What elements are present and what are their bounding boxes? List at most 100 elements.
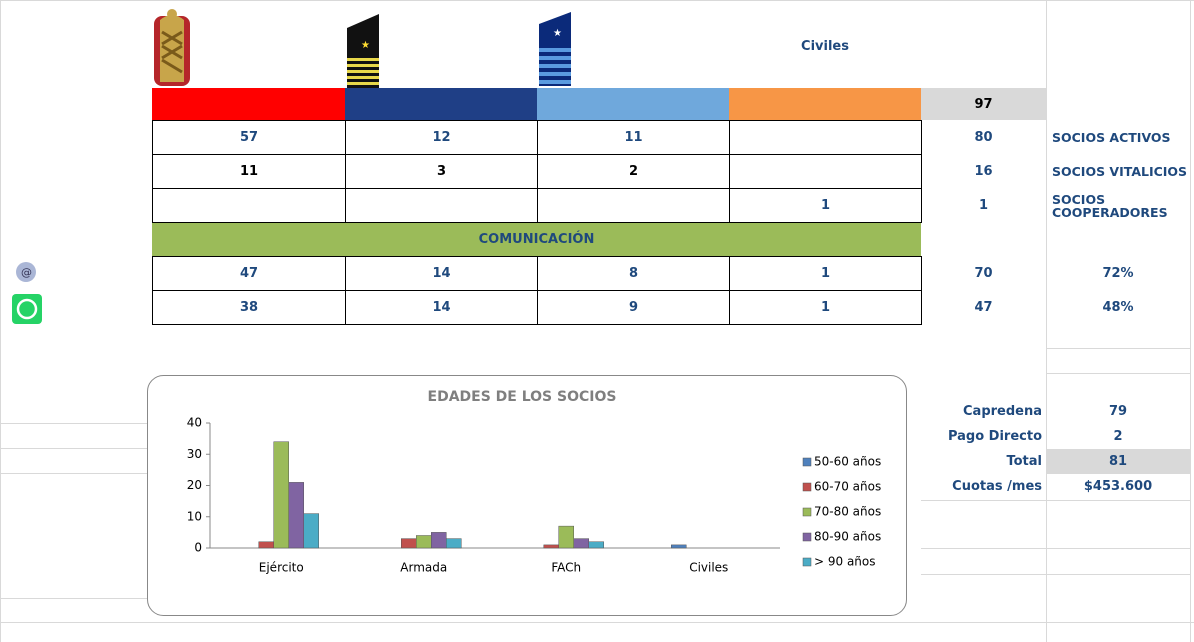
summary-label: Cuotas /mes — [921, 474, 1046, 499]
legend-swatch — [803, 483, 811, 491]
bar — [446, 539, 461, 548]
chart-frame — [148, 376, 907, 616]
insignia-fach: ★ — [537, 10, 575, 86]
table-cell: 38 — [152, 290, 346, 325]
grid-line — [921, 548, 1191, 549]
table-cell: 1 — [729, 290, 922, 325]
svg-text:★: ★ — [553, 28, 562, 39]
x-tick-label: Armada — [400, 561, 447, 575]
table-cell: 14 — [345, 290, 538, 325]
grid-line — [0, 423, 150, 424]
legend-label: 70-80 años — [814, 505, 881, 519]
row-total: 1 — [921, 188, 1046, 223]
bar — [589, 542, 604, 548]
table-cell: 8 — [537, 256, 730, 291]
table-cell: 12 — [345, 120, 538, 155]
summary-label: Total — [921, 449, 1046, 474]
legend-label: 50-60 años — [814, 455, 881, 469]
row-total: 80 — [921, 120, 1046, 155]
grid-line — [0, 448, 150, 449]
row-total: 47 — [921, 290, 1046, 325]
legend-swatch — [803, 558, 811, 566]
table-cell — [729, 154, 922, 189]
table-cell: 1 — [729, 256, 922, 291]
contact-icons: @ — [10, 258, 44, 328]
x-tick-label: FACh — [551, 561, 581, 575]
bar — [671, 545, 686, 548]
bar — [401, 539, 416, 548]
row-label: 72% — [1046, 256, 1190, 291]
chart-title: EDADES DE LOS SOCIOS — [428, 389, 617, 405]
whatsapp-icon[interactable] — [12, 294, 42, 324]
summary-label: Capredena — [921, 399, 1046, 424]
table-cell: 14 — [345, 256, 538, 291]
legend-swatch — [803, 533, 811, 541]
bar — [289, 482, 304, 548]
bar — [544, 545, 559, 548]
y-tick-label: 20 — [187, 478, 202, 492]
grid-line — [921, 500, 1191, 501]
table-cell: 11 — [537, 120, 730, 155]
grid-line — [921, 574, 1191, 575]
grid-line — [1046, 373, 1191, 374]
legend-label: > 90 años — [814, 555, 876, 569]
bar — [274, 442, 289, 548]
bar — [259, 542, 274, 548]
table-cell — [152, 188, 346, 223]
y-tick-label: 10 — [187, 509, 202, 523]
grid-line — [0, 473, 150, 474]
table-cell: 47 — [152, 256, 346, 291]
table-cell — [729, 120, 922, 155]
y-tick-label: 30 — [187, 447, 202, 461]
sheet-border — [0, 0, 1194, 1]
grid-line — [1046, 348, 1191, 349]
sheet-border — [0, 0, 1, 642]
bar — [416, 536, 431, 549]
summary-value: 81 — [1046, 449, 1190, 474]
svg-text:★: ★ — [361, 40, 370, 51]
grid-line — [0, 622, 1194, 623]
y-tick-label: 0 — [194, 541, 202, 555]
row-label: 48% — [1046, 290, 1190, 325]
bar — [559, 526, 574, 548]
table-cell — [345, 188, 538, 223]
band-civiles — [729, 88, 921, 120]
bar — [431, 532, 446, 548]
summary-value: $453.600 — [1046, 474, 1190, 499]
grid-line — [0, 598, 150, 599]
row-label: SOCIOS COOPERADORES — [1046, 188, 1190, 223]
row-total: 16 — [921, 154, 1046, 189]
bar — [304, 514, 319, 548]
row-total: 70 — [921, 256, 1046, 291]
table-cell: 3 — [345, 154, 538, 189]
table-cell: 2 — [537, 154, 730, 189]
summary-label: Pago Directo — [921, 424, 1046, 449]
table-cell: 57 — [152, 120, 346, 155]
y-tick-label: 40 — [187, 416, 202, 430]
table-cell: 9 — [537, 290, 730, 325]
section-title: COMUNICACIÓN — [152, 223, 921, 256]
header-civiles: Civiles — [729, 28, 921, 64]
row-label: SOCIOS VITALICIOS — [1046, 154, 1190, 189]
band-armada — [345, 88, 537, 120]
table-cell — [537, 188, 730, 223]
table-cell: 11 — [152, 154, 346, 189]
summary-value: 2 — [1046, 424, 1190, 449]
x-tick-label: Civiles — [689, 561, 728, 575]
row-label: SOCIOS ACTIVOS — [1046, 120, 1190, 155]
table-cell: 1 — [729, 188, 922, 223]
svg-text:@: @ — [21, 266, 32, 279]
summary-value: 79 — [1046, 399, 1190, 424]
legend-label: 60-70 años — [814, 480, 881, 494]
legend-swatch — [803, 508, 811, 516]
band-ejercito — [152, 88, 345, 120]
insignia-armada: ★ — [345, 12, 383, 88]
sheet-border — [1190, 0, 1191, 642]
x-tick-label: Ejército — [259, 561, 304, 575]
chart: EDADES DE LOS SOCIOS 0 10 20 30 40 Ejército Ar… — [147, 375, 907, 617]
legend-label: 80-90 años — [814, 530, 881, 544]
legend-swatch — [803, 458, 811, 466]
bar — [574, 539, 589, 548]
page: ★ ★ @ Civiles 97 COMUNICACIÓN EDADES DE … — [0, 0, 1194, 642]
insignia-ejercito — [150, 6, 198, 86]
